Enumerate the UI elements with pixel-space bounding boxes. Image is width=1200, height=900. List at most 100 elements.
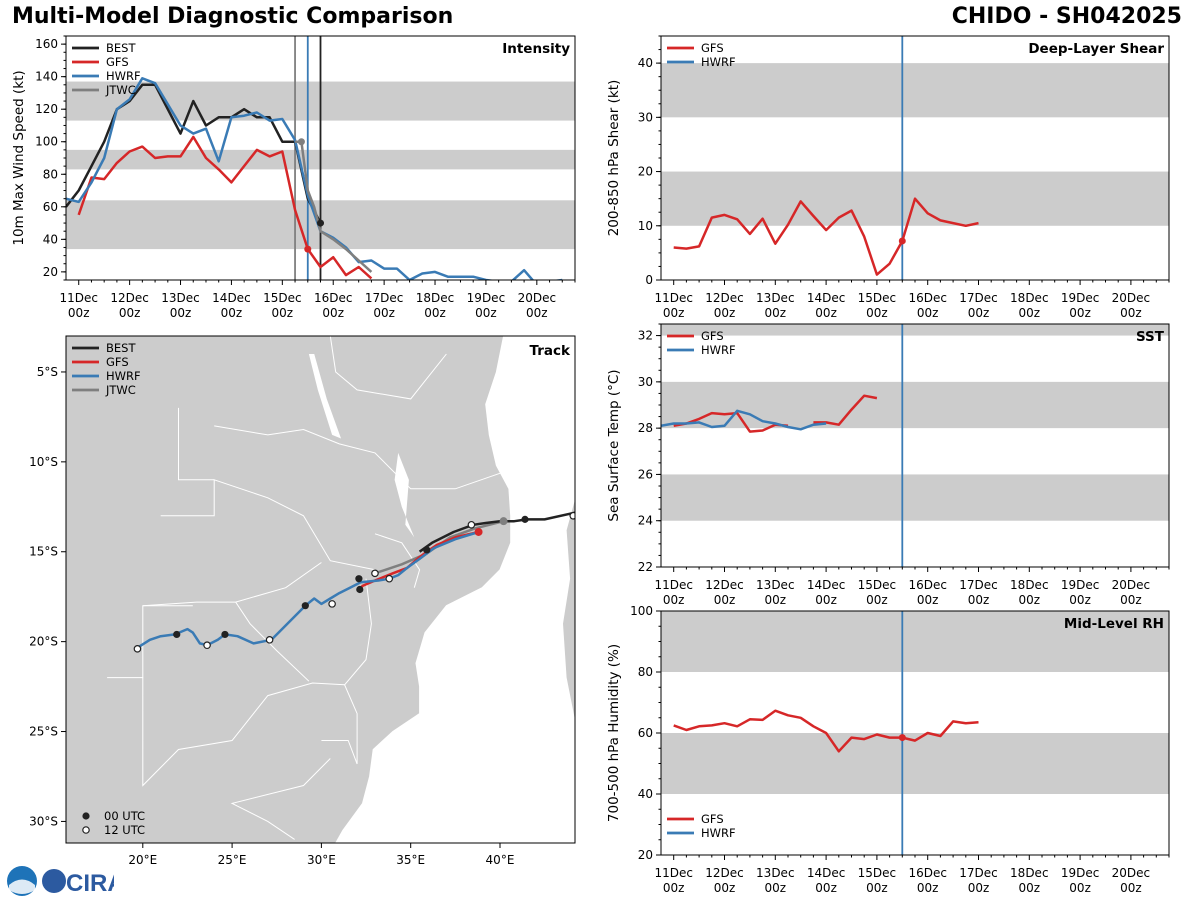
lat-tick-label: 5°S bbox=[37, 365, 58, 379]
x-tick-label-hour: 00z bbox=[765, 306, 787, 320]
x-tick-label-day: 14Dec bbox=[807, 578, 846, 592]
series-line-best bbox=[66, 83, 322, 224]
country-border bbox=[321, 740, 358, 765]
country-border bbox=[214, 425, 508, 490]
series-line-jtwc bbox=[295, 140, 373, 273]
x-tick-label-day: 16Dec bbox=[908, 578, 947, 592]
y-tick-label: 30 bbox=[638, 110, 653, 124]
x-tick-label-day: 15Dec bbox=[858, 291, 897, 305]
y-tick-label: 10 bbox=[638, 219, 653, 233]
current-value-marker bbox=[317, 219, 324, 227]
x-tick-label: 20Dec 00z bbox=[518, 291, 557, 320]
x-tick-label-day: 17Dec bbox=[959, 291, 998, 305]
x-tick-label-day: 20Dec bbox=[1112, 291, 1151, 305]
track-point-00utc bbox=[356, 585, 364, 594]
country-border bbox=[235, 601, 310, 682]
x-tick-label-hour: 00z bbox=[1120, 593, 1142, 607]
x-tick-label: 19Dec 00z bbox=[1061, 578, 1100, 607]
x-tick-label: 19Dec 00z bbox=[1061, 291, 1100, 320]
y-tick-label: 120 bbox=[35, 102, 58, 116]
legend-label: GFS bbox=[106, 55, 129, 69]
y-tick-label: 80 bbox=[43, 167, 58, 181]
x-tick-label-day: 16Dec bbox=[314, 291, 353, 305]
x-tick-label: 15Dec 00z bbox=[858, 578, 897, 607]
x-tick-label-day: 15Dec bbox=[858, 578, 897, 592]
x-tick-label: 16Dec 00z bbox=[314, 291, 353, 320]
legend-label: 12 UTC bbox=[104, 823, 145, 837]
x-tick-label: 20Dec 00z bbox=[1112, 578, 1151, 607]
x-tick-label-day: 17Dec bbox=[365, 291, 404, 305]
x-tick-label-hour: 00z bbox=[765, 593, 787, 607]
x-tick-label: 19Dec 00z bbox=[1061, 866, 1100, 895]
x-tick-label-hour: 00z bbox=[1019, 306, 1041, 320]
legend-label: HWRF bbox=[106, 69, 141, 83]
y-tick-label: 22 bbox=[638, 560, 653, 574]
track-point-00utc bbox=[221, 630, 229, 639]
x-tick-label-hour: 00z bbox=[119, 306, 141, 320]
threshold-band bbox=[661, 63, 1169, 118]
x-tick-label-hour: 00z bbox=[1120, 306, 1142, 320]
x-tick-label: 11Dec 00z bbox=[654, 291, 693, 320]
x-tick-label-day: 13Dec bbox=[756, 291, 795, 305]
x-tick-label-day: 14Dec bbox=[212, 291, 251, 305]
cira-globe-icon bbox=[42, 869, 66, 893]
lon-tick-label: 35°E bbox=[396, 853, 425, 867]
panel-title: Intensity bbox=[502, 41, 570, 57]
lat-tick-label: 30°S bbox=[29, 814, 58, 828]
legend-label: BEST bbox=[106, 41, 136, 55]
y-tick-label: 20 bbox=[638, 165, 653, 179]
x-tick-label-day: 12Dec bbox=[110, 291, 149, 305]
x-tick-label: 15Dec 00z bbox=[263, 291, 302, 320]
track-point-12utc bbox=[569, 511, 575, 520]
x-tick-label: 15Dec 00z bbox=[858, 866, 897, 895]
lon-tick-label: 40°E bbox=[486, 853, 515, 867]
panel-title: Mid-Level RH bbox=[1064, 616, 1164, 632]
x-tick-label: 13Dec 00z bbox=[756, 578, 795, 607]
legend-label: BEST bbox=[106, 341, 136, 355]
track-point-12utc bbox=[265, 636, 274, 644]
x-tick-label: 13Dec 00z bbox=[756, 866, 795, 895]
x-tick-label: 11Dec 00z bbox=[654, 866, 693, 895]
x-tick-label: 11Dec 00z bbox=[654, 578, 693, 607]
x-tick-label-hour: 00z bbox=[1019, 593, 1041, 607]
x-tick-label-hour: 00z bbox=[815, 306, 837, 320]
panel-title: Deep-Layer Shear bbox=[1028, 41, 1164, 57]
x-tick-label-day: 11Dec bbox=[654, 866, 693, 880]
x-tick-label-hour: 00z bbox=[663, 881, 685, 895]
x-tick-label-hour: 00z bbox=[866, 593, 888, 607]
panel-title: Track bbox=[530, 343, 571, 359]
x-tick-label-day: 20Dec bbox=[518, 291, 557, 305]
x-tick-label: 11Dec 00z bbox=[59, 291, 98, 320]
legend-label: HWRF bbox=[701, 343, 736, 357]
x-tick-label-hour: 00z bbox=[322, 306, 344, 320]
x-tick-label: 18Dec 00z bbox=[1010, 866, 1049, 895]
lake-tanganyika bbox=[308, 353, 342, 439]
track-point-12utc bbox=[385, 574, 394, 583]
x-tick-label-hour: 00z bbox=[373, 306, 395, 320]
country-border bbox=[329, 336, 447, 400]
legend-label: HWRF bbox=[701, 55, 736, 69]
current-value-marker bbox=[898, 237, 906, 245]
x-tick-label-hour: 00z bbox=[968, 306, 990, 320]
x-tick-label-day: 16Dec bbox=[908, 866, 947, 880]
track-end-marker bbox=[474, 527, 483, 536]
plot-frame bbox=[660, 323, 1170, 568]
y-tick-label: 60 bbox=[638, 726, 653, 740]
track-point-00utc bbox=[355, 575, 363, 583]
map-layer bbox=[66, 336, 575, 843]
lat-tick-label: 15°S bbox=[29, 545, 58, 559]
y-tick-label: 0 bbox=[645, 273, 653, 287]
x-tick-label: 19Dec 00z bbox=[467, 291, 506, 320]
map-frame bbox=[65, 335, 576, 844]
x-tick-label-day: 13Dec bbox=[161, 291, 200, 305]
storm-title: CHIDO - SH042025 bbox=[951, 4, 1182, 29]
x-tick-label: 18Dec 00z bbox=[1010, 578, 1049, 607]
x-tick-label-day: 14Dec bbox=[807, 866, 846, 880]
country-border bbox=[374, 533, 421, 588]
